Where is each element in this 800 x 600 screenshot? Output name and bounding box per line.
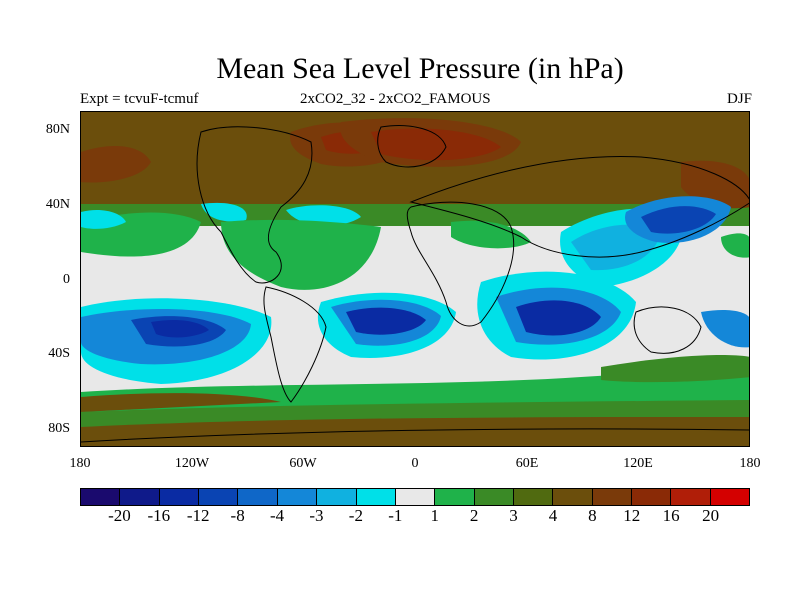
south-indian-green: [601, 355, 749, 383]
colorbar-label: 8: [588, 506, 597, 525]
colorbar-label: 20: [702, 506, 720, 525]
comparison-label: 2xCO2_32 - 2xCO2_FAMOUS: [300, 91, 491, 107]
colorbar-label: -12: [186, 506, 210, 525]
colorbar-swatch: [474, 489, 514, 505]
south-pacific-low-inner: [151, 319, 209, 338]
colorbar-label: -2: [348, 506, 363, 525]
colorbar-swatch: [513, 489, 554, 505]
lat-label: 0: [63, 272, 70, 287]
lon-label: 0: [411, 456, 419, 471]
colorbar-label: 16: [662, 506, 680, 525]
colorbar-swatch: [317, 489, 357, 505]
colorbar-label: -8: [230, 506, 245, 525]
colorbar-swatch: [81, 489, 121, 505]
colorbar-swatch: [710, 489, 750, 505]
colorbar-swatch: [356, 489, 396, 505]
lon-label: 120E: [623, 456, 653, 471]
lon-label: 180: [739, 456, 761, 471]
asia-low-2: [571, 224, 661, 271]
colorbar-swatch: [435, 489, 475, 505]
lon-label: 180: [69, 456, 91, 471]
colorbar-swatch: [159, 489, 200, 505]
map-title: Mean Sea Level Pressure (in hPa): [216, 52, 624, 85]
east-asia-high: [681, 160, 749, 209]
colorbar-swatch: [592, 489, 633, 505]
south-pacific-brown: [81, 393, 281, 412]
colorbar-label: -4: [269, 506, 285, 525]
colorbar-swatch: [395, 489, 436, 505]
colorbar-label: -16: [147, 506, 171, 525]
australia-low: [701, 310, 749, 348]
colorbar-swatch: [553, 489, 593, 505]
arctic-high-lobe: [81, 146, 151, 183]
colorbar-swatch: [277, 489, 318, 505]
colorbar-label: 12: [623, 506, 641, 525]
colorbar-swatch: [238, 489, 278, 505]
colorbar-swatch: [671, 489, 711, 505]
south-atlantic-low-core: [346, 307, 426, 335]
lon-label: 120W: [174, 456, 210, 471]
colorbar-label: -1: [388, 506, 403, 525]
dateline-green: [721, 233, 749, 258]
colorbar-label: 2: [469, 506, 479, 525]
colorbar-label: 4: [548, 506, 558, 525]
pressure-map: [80, 111, 750, 447]
indian-ocean-low-core: [516, 300, 601, 336]
colorbar-label: 1: [430, 506, 439, 525]
japan-low-core: [641, 206, 716, 234]
map-field: [81, 112, 749, 446]
colorbar-label: -20: [108, 506, 131, 525]
colorbar-swatch: [199, 489, 239, 505]
lon-label: 60E: [515, 456, 539, 471]
coastlines: [81, 125, 749, 443]
lat-label: 40N: [45, 197, 70, 212]
north-pacific-low-2: [201, 202, 247, 222]
north-pacific-low: [81, 210, 126, 229]
colorbar-label: 3: [509, 506, 518, 525]
lat-label: 40S: [48, 346, 70, 361]
colorbar-swatch: [632, 489, 672, 505]
colorbar-swatch: [120, 489, 160, 505]
lat-label: 80N: [45, 122, 70, 137]
antarctic-brown: [81, 417, 749, 446]
colorbar-label: -3: [309, 506, 324, 525]
siberia-high-core: [371, 128, 501, 161]
season-label: DJF: [726, 91, 752, 107]
colorbar: [80, 488, 750, 506]
atlantic-green: [221, 219, 381, 290]
lat-label: 80S: [48, 421, 70, 436]
experiment-label: Expt = tcvuF-tcmuf: [80, 91, 199, 107]
lon-label: 60W: [289, 456, 317, 471]
